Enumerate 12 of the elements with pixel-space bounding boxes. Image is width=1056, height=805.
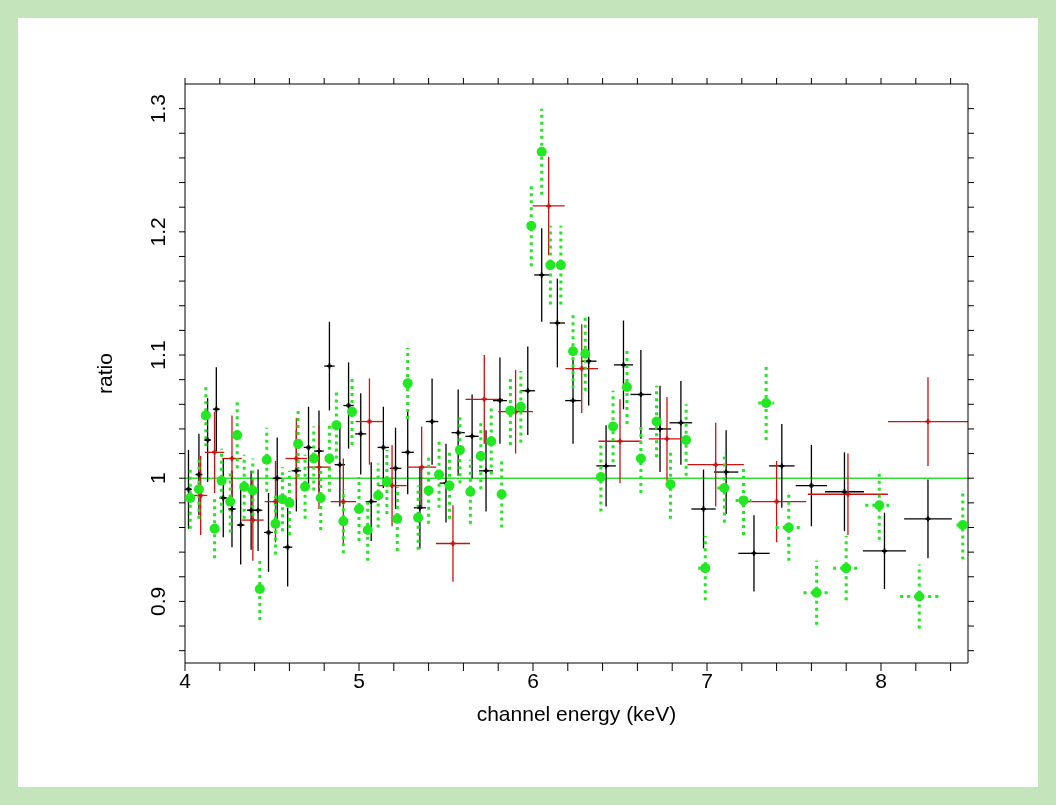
x-tick-label: 7 <box>701 668 713 692</box>
x-tick-label: 8 <box>875 668 887 692</box>
x-tick-label: 5 <box>353 668 365 692</box>
x-axis-title: channel energy (keV) <box>476 702 677 725</box>
x-tick-label: 4 <box>179 668 192 692</box>
y-axis-title: ratio <box>93 353 117 394</box>
x-tick-label: 6 <box>527 668 539 692</box>
y-tick-label: 1.2 <box>146 217 169 247</box>
y-tick-label: 1 <box>146 472 169 485</box>
y-tick-label: 0.9 <box>146 586 169 617</box>
y-tick-label: 1.3 <box>146 94 169 124</box>
y-tick-label: 1.1 <box>146 340 169 370</box>
